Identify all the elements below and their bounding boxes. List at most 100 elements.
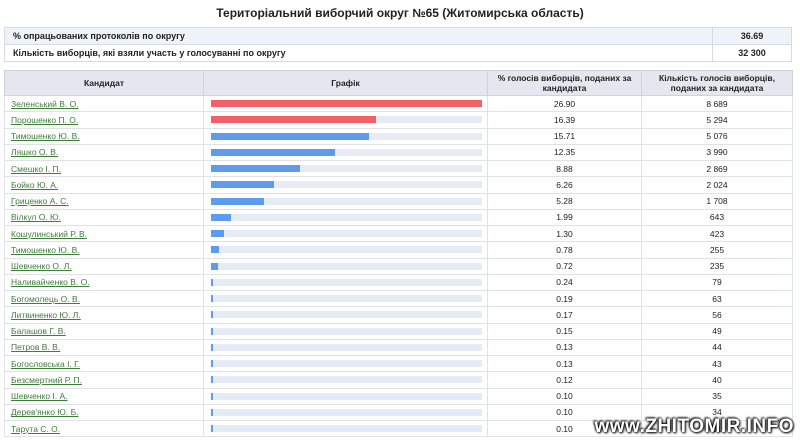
bar-track [211, 425, 482, 433]
vote-bar [211, 213, 232, 221]
vote-bar [211, 392, 213, 400]
chart-cell [203, 208, 488, 227]
candidate-cell: Тимошенко Ю. В. [4, 127, 204, 145]
chart-cell [203, 322, 488, 340]
candidate-link[interactable]: Смешко І. П. [11, 163, 61, 174]
candidate-link[interactable]: Зеленський В. О. [11, 98, 79, 109]
candidate-link[interactable]: Тимошенко Ю. В. [11, 244, 80, 255]
candidate-link[interactable]: Балашов Г. В. [11, 326, 66, 337]
vote-bar [211, 360, 213, 368]
chart-cell [203, 143, 488, 162]
candidate-cell: Тарута С. О. [4, 419, 204, 438]
bar-track [211, 148, 482, 156]
candidate-cell: Ляшко О. В. [4, 143, 204, 162]
candidate-link[interactable]: Безсмертний Р. П. [11, 374, 82, 385]
chart-cell [203, 419, 488, 438]
column-header-chart[interactable]: Графік [203, 70, 488, 96]
votes-cell: 79 [641, 273, 793, 292]
votes-cell: 49 [641, 322, 793, 340]
candidate-cell: Петров В. В. [4, 338, 204, 357]
summary-table: % опрацьованих протоколів по округу 36.6… [4, 27, 792, 62]
percent-cell: 8.88 [487, 159, 642, 178]
candidate-link[interactable]: Порошенко П. О. [11, 114, 79, 125]
chart-cell [203, 224, 488, 243]
bar-track [211, 230, 482, 238]
chart-cell [203, 111, 488, 129]
bar-track [211, 246, 482, 254]
percent-cell: 0.10 [487, 387, 642, 405]
candidate-cell: Тимошенко Ю. В. [4, 241, 204, 259]
percent-cell: 0.12 [487, 371, 642, 389]
candidate-link[interactable]: Шевченко І. А. [11, 391, 68, 402]
candidate-link[interactable]: Бойко Ю. А. [11, 179, 59, 190]
votes-cell: 235 [641, 257, 793, 275]
vote-bar [211, 148, 336, 156]
column-header-candidate[interactable]: Кандидат [4, 70, 204, 96]
column-header-percent[interactable]: % голосів виборців, поданих за кандидата [487, 70, 642, 96]
vote-bar [211, 262, 219, 270]
votes-cell: 8 689 [641, 94, 793, 113]
candidate-cell: Порошенко П. О. [4, 111, 204, 129]
percent-cell: 15.71 [487, 127, 642, 145]
table-row: Смешко І. П. 8.88 2 869 [4, 159, 793, 178]
vote-bar [211, 230, 225, 238]
votes-cell: 56 [641, 306, 793, 324]
vote-bar [211, 425, 213, 433]
candidate-link[interactable]: Петров В. В. [11, 342, 61, 353]
results-header-row: Кандидат Графік % голосів виборців, пода… [4, 70, 793, 96]
candidate-link[interactable]: Гриценко А. С. [11, 196, 69, 207]
bar-track [211, 197, 482, 205]
bar-track [211, 295, 482, 303]
candidate-link[interactable]: Литвиненко Ю. Л. [11, 309, 81, 320]
candidate-link[interactable]: Тимошенко Ю. В. [11, 131, 80, 142]
candidate-link[interactable]: Богомолець О. В. [11, 293, 81, 304]
percent-cell: 0.24 [487, 273, 642, 292]
votes-cell: 2 024 [641, 176, 793, 194]
table-row: Безсмертний Р. П. 0.12 40 [4, 371, 793, 389]
vote-bar [211, 327, 213, 335]
candidate-cell: Смешко І. П. [4, 159, 204, 178]
vote-bar [211, 132, 370, 140]
vote-bar [211, 181, 275, 189]
vote-bar [211, 100, 482, 108]
table-row: Богомолець О. В. 0.19 63 [4, 289, 793, 308]
bar-track [211, 278, 482, 286]
table-row: Ляшко О. В. 12.35 3 990 [4, 143, 793, 162]
votes-cell: 40 [641, 371, 793, 389]
candidate-cell: Наливайченко В. О. [4, 273, 204, 292]
vote-bar [211, 311, 213, 319]
percent-cell: 0.78 [487, 241, 642, 259]
votes-cell: 255 [641, 241, 793, 259]
bar-track [211, 165, 482, 173]
table-row: Петров В. В. 0.13 44 [4, 338, 793, 357]
table-row: Кошулинський Р. В. 1.30 423 [4, 224, 793, 243]
results-body: Зеленський В. О. 26.90 8 689 Порошенко П. О… [4, 94, 793, 438]
chart-cell [203, 306, 488, 324]
chart-cell [203, 159, 488, 178]
chart-cell [203, 176, 488, 194]
summary-value: 36.69 [712, 27, 792, 45]
site-watermark: www.ZHITOMIR.INFO [594, 416, 794, 437]
candidate-link[interactable]: Дерев'янко Ю. Б. [11, 407, 79, 418]
percent-cell: 16.39 [487, 111, 642, 129]
votes-cell: 43 [641, 354, 793, 373]
results-table: Кандидат Графік % голосів виборців, пода… [4, 70, 793, 438]
table-row: Литвиненко Ю. Л. 0.17 56 [4, 306, 793, 324]
candidate-link[interactable]: Вілкул О. Ю. [11, 212, 61, 223]
votes-cell: 423 [641, 224, 793, 243]
vote-bar [211, 343, 213, 351]
bar-track [211, 327, 482, 335]
candidate-link[interactable]: Шевченко О. Л. [11, 261, 72, 272]
candidate-link[interactable]: Ляшко О. В. [11, 147, 59, 158]
candidate-cell: Богословська І. Г. [4, 354, 204, 373]
votes-cell: 31 [641, 419, 793, 438]
candidate-link[interactable]: Наливайченко В. О. [11, 277, 90, 288]
column-header-votes[interactable]: Кількість голосів виборців, поданих за к… [641, 70, 793, 96]
chart-cell [203, 338, 488, 357]
summary-value: 32 300 [712, 44, 792, 62]
vote-bar [211, 278, 214, 286]
candidate-cell: Кошулинський Р. В. [4, 224, 204, 243]
candidate-link[interactable]: Тарута С. О. [11, 423, 61, 434]
candidate-link[interactable]: Кошулинський Р. В. [11, 228, 88, 239]
candidate-link[interactable]: Богословська І. Г. [11, 358, 81, 369]
